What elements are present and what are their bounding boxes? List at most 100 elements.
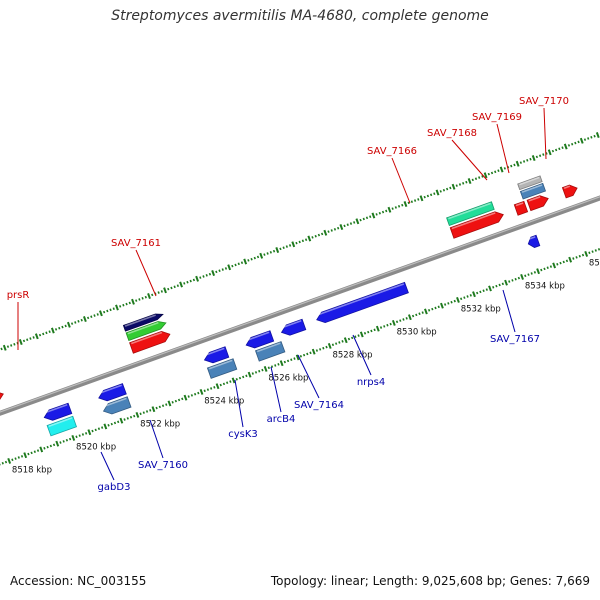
forward-tick [497,169,500,172]
genome-backbone [0,195,600,416]
reverse-tick [113,421,117,425]
reverse-tick [126,417,129,420]
forward-tick [478,176,481,179]
forward-tick [519,161,522,164]
reverse-tick [418,312,421,316]
reverse-tick [556,262,559,266]
reverse-tick [254,371,258,374]
forward-tick [327,230,330,233]
reverse-tick [331,343,335,347]
gene-feature [517,175,543,191]
forward-tick [61,325,64,329]
forward-tick [481,175,484,178]
reverse-tick [210,387,213,390]
forward-tick [199,276,202,279]
reverse-tick [511,279,514,282]
reverse-tick [402,318,405,321]
gene-label: SAV_7167 [490,334,540,345]
reverse-tick [199,388,204,395]
reverse-tick [36,449,40,452]
forward-tick [535,155,539,159]
gene-feature [449,211,504,239]
gene-feature-highlight [528,196,541,202]
reverse-tick [431,307,434,311]
reverse-tick [14,457,17,460]
reverse-tick [379,326,383,329]
reverse-tick [514,277,517,281]
reverse-tick [504,279,508,286]
forward-tick [253,256,256,260]
reverse-tick [495,284,498,288]
forward-tick [429,193,433,197]
reverse-tick [407,314,412,321]
forward-tick [170,286,173,290]
reverse-tick [359,331,364,338]
forward-tick [567,144,571,147]
reverse-tick [94,428,97,432]
forward-tick [189,279,192,283]
forward-tick [208,272,212,276]
reverse-tick [591,250,594,253]
reverse-tick [245,374,248,378]
gene-feature-highlight [256,342,281,353]
reverse-tick [395,320,399,324]
gene-label: SAV_7161 [111,238,161,249]
forward-tick [176,284,179,287]
gene-label: arcB4 [267,414,296,425]
reverse-tick [261,368,264,372]
gene-feature [316,281,409,324]
gene-feature-highlight [98,384,122,395]
reverse-tick [508,280,511,283]
gene-feature [513,200,529,216]
reverse-tick [274,364,277,367]
reverse-tick [469,294,472,297]
forward-tick [465,180,468,184]
forward-tick [355,218,360,225]
reverse-tick [247,371,252,378]
gene-label: SAV_7160 [138,460,188,471]
reverse-tick [165,403,168,406]
forward-tick [2,344,7,351]
reverse-tick [354,335,357,339]
forward-tick [381,210,385,214]
forward-tick [558,147,561,151]
forward-tick [58,326,61,330]
gene-feature-highlight [131,331,163,345]
reverse-tick [193,392,197,396]
gene-feature-highlight [527,236,536,241]
reverse-tick [293,357,296,360]
reverse-tick [463,296,466,299]
reverse-tick [584,250,589,257]
reverse-tick [370,329,373,333]
forward-tick [50,327,55,334]
reverse-tick [270,365,274,368]
forward-tick [64,324,67,328]
reverse-tick [190,394,194,397]
reverse-tick [437,305,440,309]
reverse-tick [87,429,92,436]
gene-feature [280,318,307,336]
reverse-tick [55,440,60,447]
gene-label: SAV_7170 [519,96,569,107]
gene-feature-highlight [48,417,73,427]
gene-feature-highlight [521,184,543,193]
forward-tick [538,154,542,158]
gene-feature-highlight [448,202,491,220]
forward-tick [128,301,131,305]
reverse-tick [171,400,174,404]
forward-tick [77,320,80,323]
reverse-tick [325,345,328,349]
forward-tick [240,261,244,264]
reverse-tick [158,405,161,409]
reverse-tick [498,283,501,287]
forward-tick [22,339,26,343]
forward-tick [295,241,298,245]
forward-tick [590,136,593,139]
gene-feature [125,321,167,342]
reverse-tick [203,389,206,393]
forward-tick [442,188,446,192]
forward-tick [435,189,440,196]
forward-tick [449,186,452,190]
axis-tick-label: 8536 kbp [589,258,600,268]
